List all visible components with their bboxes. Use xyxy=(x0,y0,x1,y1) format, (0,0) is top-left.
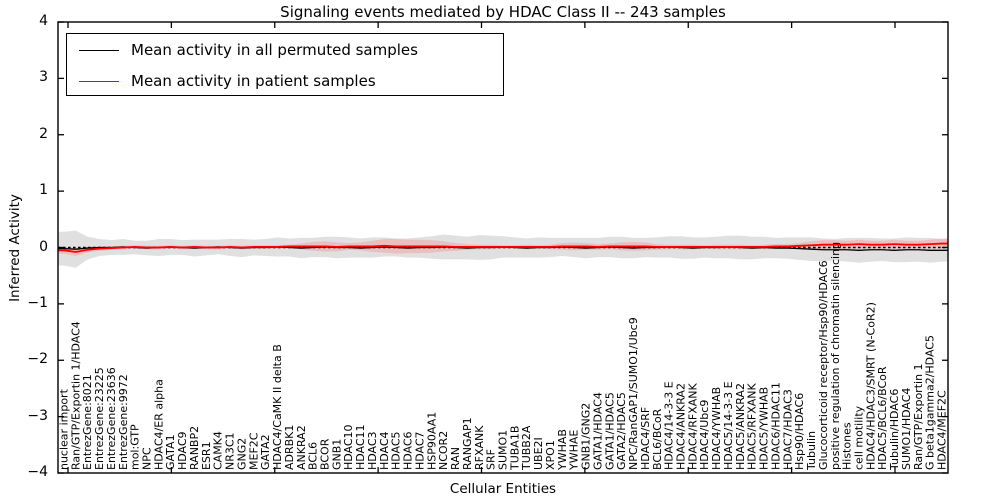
x-tick-label: GATA1/HDAC5 xyxy=(603,392,616,470)
x-tick-label: HDAC4/RFXANK xyxy=(686,382,699,470)
x-tick-label: YWHAB xyxy=(556,429,569,471)
legend-label: Mean activity in all permuted samples xyxy=(131,41,418,59)
x-tick-label: HDAC7 xyxy=(413,431,426,470)
x-tick-label: HSP90AA1 xyxy=(425,412,438,470)
x-tick-label: EntrezGene:23636 xyxy=(105,367,118,470)
x-tick-label: HDAC4/Ubc9 xyxy=(698,400,711,470)
x-axis-label: Cellular Entities xyxy=(449,481,557,497)
x-tick-label: HDAC5/BCL6/BCoR xyxy=(876,366,889,470)
y-tick-label: −2 xyxy=(27,351,48,368)
x-tick-label: NCOR2 xyxy=(437,431,450,470)
x-tick-label: ESR1 xyxy=(200,441,213,470)
x-tick-label: HDAC4/MEF2C xyxy=(936,390,949,470)
x-tick-label: G beta1gamma2/HDAC5 xyxy=(924,335,937,470)
legend-entry: Mean activity in patient samples xyxy=(67,66,503,96)
x-tick-label: EntrezGene:8021 xyxy=(81,374,94,470)
legend-line-sample xyxy=(79,49,119,51)
x-tick-label: HDAC4/SRF xyxy=(639,407,652,470)
x-tick-label: GATA2/HDAC5 xyxy=(615,392,628,470)
x-tick-label: GNB1/GNG2 xyxy=(580,403,593,470)
x-tick-label: HDAC6/HDAC11 xyxy=(769,382,782,470)
x-tick-label: HDAC4/HDAC3/SMRT (N-CoR2) xyxy=(864,302,877,470)
x-tick-label: SUMO1/HDAC4 xyxy=(900,388,913,470)
y-tick-label: 3 xyxy=(39,69,48,86)
x-tick-label: HDAC5/YWHAB xyxy=(758,387,771,470)
x-tick-label: HDAC7/HDAC3 xyxy=(781,389,794,470)
x-tick-label: HDAC5/14-3-3 E xyxy=(722,381,735,470)
x-tick-label: HDAC6 xyxy=(402,431,415,470)
x-tick-label: positive regulation of chromatin silenci… xyxy=(829,242,842,470)
series-line xyxy=(58,242,948,253)
x-tick-label: RAN xyxy=(449,447,462,470)
x-tick-label: GNB1 xyxy=(330,439,343,470)
x-tick-label: GATA1/HDAC4 xyxy=(591,392,604,470)
x-tick-label: TUBA1B xyxy=(508,426,521,471)
x-tick-label: Hsp90/HDAC6 xyxy=(793,393,806,470)
x-tick-label: HDAC9 xyxy=(176,431,189,470)
x-tick-label: HDAC5/RFXANK xyxy=(746,382,759,470)
x-tick-label: BCL6/BCoR xyxy=(651,408,664,470)
x-tick-label: Glucocorticoid receptor/Hsp90/HDAC6 xyxy=(817,260,830,470)
x-tick-label: Histones xyxy=(841,422,854,470)
x-tick-label: HDAC4/ER alpha xyxy=(152,379,165,470)
x-tick-label: Tubulin xyxy=(805,431,818,471)
x-tick-label: GATA1 xyxy=(164,434,177,470)
x-tick-label: HDAC4/14-3-3 E xyxy=(663,381,676,470)
x-tick-label: EntrezGene:9972 xyxy=(117,374,130,470)
x-tick-label: MEF2C xyxy=(247,432,260,470)
x-tick-label: HDAC3 xyxy=(366,431,379,470)
x-tick-label: XPO1 xyxy=(544,440,557,470)
x-tick-label: HDAC11 xyxy=(354,424,367,470)
x-tick-label: GNG2 xyxy=(235,438,248,470)
x-tick-label: HDAC5/ANKRA2 xyxy=(734,383,747,470)
y-tick-label: 2 xyxy=(39,125,48,142)
x-tick-label: UBE2I xyxy=(532,437,545,470)
x-tick-label: BCL6 xyxy=(307,442,320,470)
legend: Mean activity in all permuted samples Mea… xyxy=(66,33,504,96)
x-tick-label: NPC/RanGAP1/SUMO1/Ubc9 xyxy=(627,317,640,470)
legend-label: Mean activity in patient samples xyxy=(131,72,376,90)
x-tick-label: EntrezGene:23225 xyxy=(93,367,106,470)
x-tick-label: HDAC4/YWHAB xyxy=(710,387,723,470)
x-tick-label: SUMO1 xyxy=(497,430,510,470)
x-tick-label: HDAC10 xyxy=(342,424,355,470)
x-tick-label: RANBP2 xyxy=(188,426,201,470)
y-tick-label: −1 xyxy=(27,294,48,311)
x-tick-label: HDAC4/CaMK II delta B xyxy=(271,344,284,470)
y-tick-label: 4 xyxy=(39,13,48,29)
x-tick-label: SRF xyxy=(485,449,498,470)
y-tick-label: 0 xyxy=(39,238,48,255)
x-tick-label: HDAC4 xyxy=(378,431,391,470)
x-tick-label: RFXANK xyxy=(473,425,486,470)
x-tick-label: HDAC4/ANKRA2 xyxy=(675,383,688,470)
x-tick-label: BCOR xyxy=(319,438,332,470)
legend-line-sample xyxy=(79,80,119,82)
x-tick-label: cell motility xyxy=(853,405,866,470)
x-tick-label: HDAC5 xyxy=(390,431,403,470)
x-tick-label: NPC xyxy=(141,447,154,470)
y-tick-label: −4 xyxy=(27,464,48,480)
y-tick-label: 1 xyxy=(39,182,48,199)
y-tick-label: −3 xyxy=(27,407,48,424)
x-tick-label: Ran/GTP/Exportin 1 xyxy=(912,363,925,470)
x-tick-label: ANKRA2 xyxy=(295,425,308,470)
x-tick-label: CAMK4 xyxy=(212,431,225,470)
x-tick-label: YWHAE xyxy=(568,430,581,471)
x-tick-label: NR3C1 xyxy=(224,432,237,470)
x-tick-label: Tubulin/HDAC6 xyxy=(888,389,901,471)
x-tick-label: RANGAP1 xyxy=(461,417,474,470)
chart-title: Signaling events mediated by HDAC Class … xyxy=(280,3,726,21)
x-tick-label: ADRBK1 xyxy=(283,425,296,470)
x-tick-label: mol:GTP xyxy=(129,424,142,470)
legend-entry: Mean activity in all permuted samples xyxy=(67,35,503,65)
x-tick-label: Ran/GTP/Exportin 1/HDAC4 xyxy=(69,321,82,470)
x-tick-label: nuclear import xyxy=(57,388,70,470)
x-tick-label: TUBB2A xyxy=(520,425,533,471)
x-tick-label: GATA2 xyxy=(259,434,272,470)
confidence-band xyxy=(58,230,948,268)
